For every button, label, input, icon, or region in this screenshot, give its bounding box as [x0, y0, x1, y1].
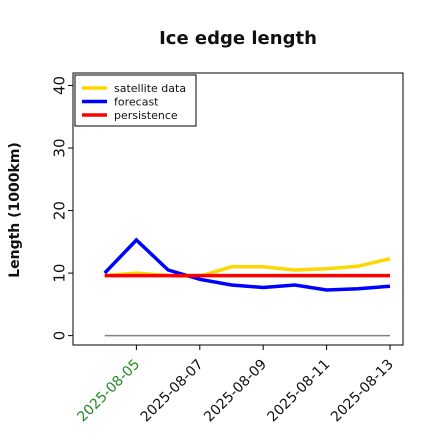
y-axis: 0 10 20 30 40	[51, 76, 73, 341]
y-axis-label: Length (1000km)	[7, 142, 23, 278]
series-line-satellite-data	[104, 256, 391, 278]
y-tick-label: 30	[51, 138, 69, 157]
legend-label: forecast	[114, 96, 159, 109]
x-tick-label: 2025-08-07	[138, 357, 207, 426]
x-tick-label: 2025-08-09	[201, 357, 270, 426]
x-tick-label: 2025-08-13	[328, 357, 397, 426]
x-tick-label: 2025-08-11	[265, 357, 334, 426]
series-line-forecast	[103, 237, 391, 292]
y-tick-label: 20	[51, 201, 69, 220]
plot-frame	[72, 72, 404, 346]
series-lines	[103, 237, 391, 337]
legend-label: persistence	[114, 109, 178, 122]
x-tick-label: 2025-08-05	[74, 357, 143, 426]
y-tick-label: 40	[51, 76, 69, 95]
legend-label: satellite data	[114, 82, 186, 95]
y-tick-label: 0	[51, 331, 69, 341]
y-tick-label: 10	[51, 264, 69, 283]
chart-title: Ice edge length	[159, 28, 317, 49]
x-axis: 2025-08-052025-08-072025-08-092025-08-11…	[74, 345, 397, 426]
